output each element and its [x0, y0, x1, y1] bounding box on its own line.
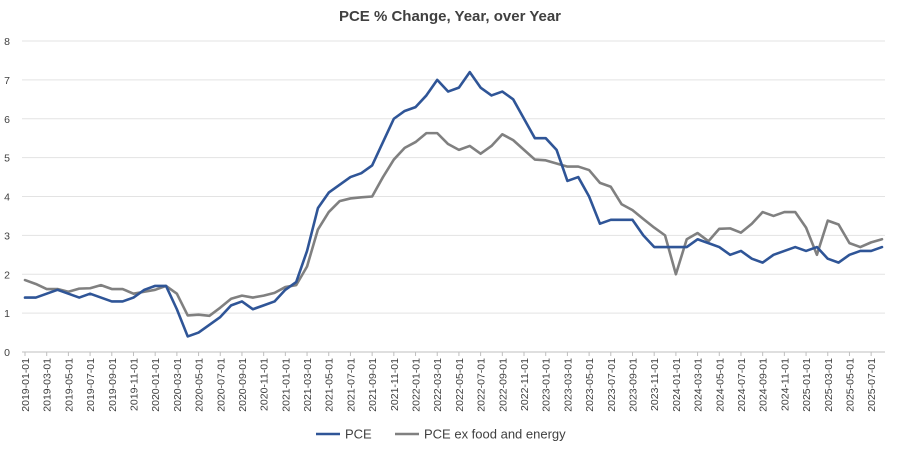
x-tick-label: 2020-01-01 [150, 358, 162, 412]
x-tick-label: 2021-07-01 [345, 358, 357, 412]
x-tick-label: 2024-03-01 [693, 358, 705, 412]
y-tick-label: 2 [4, 269, 10, 281]
x-tick-label: 2023-07-01 [606, 358, 618, 412]
x-tick-label: 2021-05-01 [324, 358, 336, 412]
x-tick-label: 2023-01-01 [541, 358, 553, 412]
x-tick-label: 2020-11-01 [259, 358, 271, 411]
chart-title: PCE % Change, Year, over Year [339, 8, 561, 25]
x-tick-label: 2025-03-01 [823, 358, 835, 412]
x-tick-label: 2021-11-01 [389, 358, 401, 411]
x-tick-label: 2024-11-01 [779, 358, 791, 411]
x-tick-label: 2024-07-01 [736, 358, 748, 412]
series-lines [23, 70, 884, 338]
x-tick-label: 2023-09-01 [627, 358, 639, 412]
x-tick-label: 2020-05-01 [194, 358, 206, 412]
x-tick-label: 2023-11-01 [649, 358, 661, 411]
legend-label-0: PCE [345, 427, 372, 442]
x-tick-label: 2022-07-01 [476, 358, 488, 412]
y-tick-label: 5 [4, 153, 10, 165]
x-tick-label: 2025-07-01 [866, 358, 878, 412]
x-axis-ticks: 2019-01-01 2019-03-01 2019-05-01 2019-07-01… [20, 352, 878, 412]
x-tick-label: 2021-03-01 [302, 358, 314, 412]
x-tick-label: 2019-11-01 [128, 358, 140, 411]
x-tick-label: 2019-03-01 [42, 358, 54, 412]
x-tick-label: 2024-05-01 [714, 358, 726, 412]
x-tick-label: 2023-03-01 [562, 358, 574, 412]
x-tick-label: 2019-09-01 [107, 358, 119, 412]
x-tick-label: 2022-01-01 [411, 358, 423, 412]
y-tick-label: 7 [4, 75, 10, 87]
x-tick-label: 2020-09-01 [237, 358, 249, 412]
x-tick-label: 2020-07-01 [215, 358, 227, 412]
x-tick-label: 2022-09-01 [497, 358, 509, 412]
x-tick-label: 2024-01-01 [671, 358, 683, 412]
y-tick-label: 8 [4, 36, 10, 48]
gridlines [22, 40, 885, 314]
x-tick-label: 2019-07-01 [85, 358, 97, 412]
x-tick-label: 2022-11-01 [519, 358, 531, 411]
y-tick-label: 4 [4, 192, 10, 204]
series-line-0 [23, 70, 884, 338]
legend-label-1: PCE ex food and energy [424, 427, 566, 442]
x-tick-label: 2025-01-01 [801, 358, 813, 412]
x-tick-label: 2021-01-01 [280, 358, 292, 412]
x-tick-label: 2021-09-01 [367, 358, 379, 412]
x-tick-label: 2023-05-01 [584, 358, 596, 412]
legend: PCE PCE ex food and energy [316, 427, 566, 442]
y-tick-label: 0 [4, 347, 10, 359]
series-line-1 [23, 131, 884, 318]
x-tick-label: 2020-03-01 [172, 358, 184, 412]
y-tick-label: 1 [4, 308, 10, 320]
x-tick-label: 2019-01-01 [20, 358, 32, 412]
y-tick-label: 6 [4, 114, 10, 126]
y-tick-label: 3 [4, 230, 10, 242]
x-tick-label: 2024-09-01 [758, 358, 770, 412]
x-tick-label: 2019-05-01 [63, 358, 75, 412]
x-tick-label: 2022-03-01 [432, 358, 444, 412]
x-tick-label: 2022-05-01 [454, 358, 466, 412]
y-axis-ticks: 0 1 2 3 4 5 6 7 8 [4, 36, 10, 359]
x-tick-label: 2025-05-01 [844, 358, 856, 412]
